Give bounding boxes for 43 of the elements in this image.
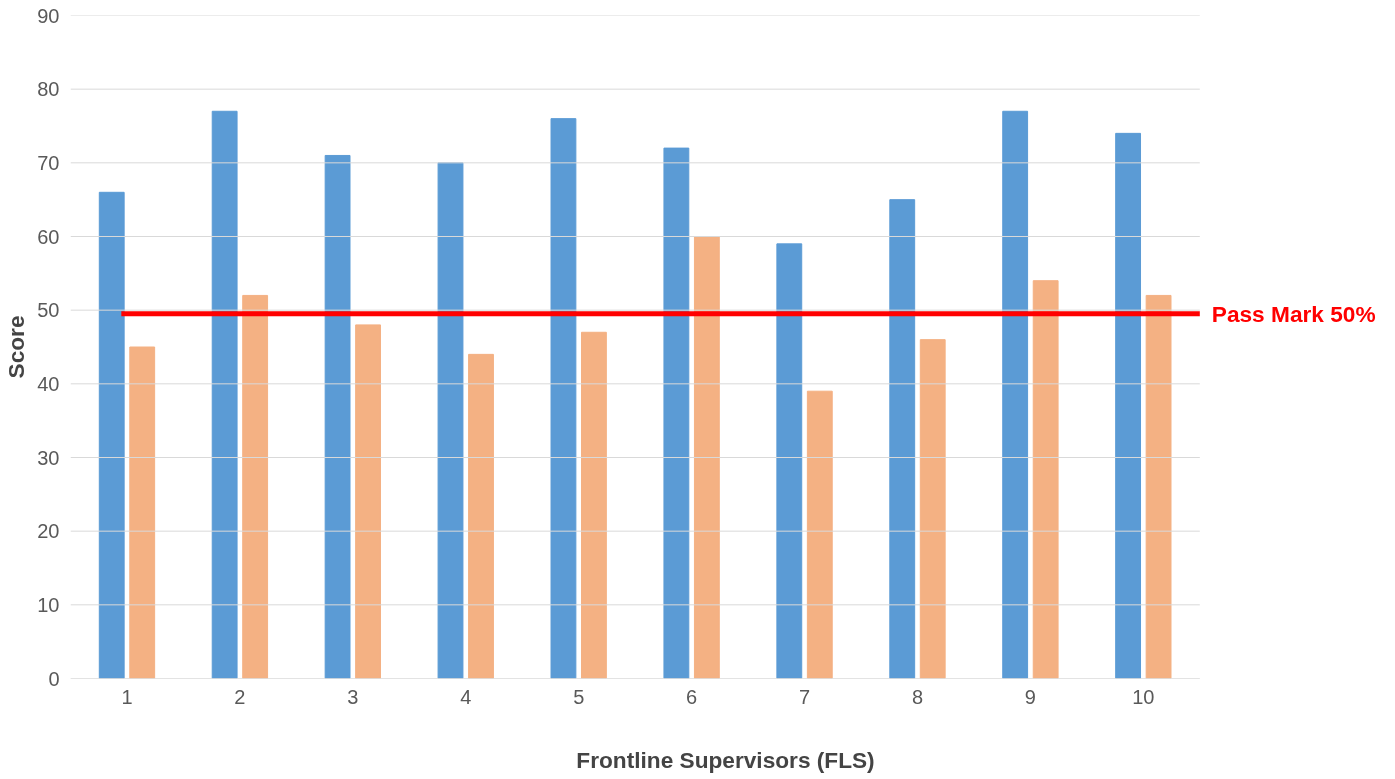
x-tick-label: 7 xyxy=(798,685,811,708)
bar xyxy=(211,110,238,679)
y-tick-label: 20 xyxy=(37,520,60,543)
bar xyxy=(242,294,269,679)
x-tick-label: 6 xyxy=(686,685,698,708)
bar xyxy=(919,339,946,679)
bar xyxy=(437,162,464,679)
bar xyxy=(129,346,156,679)
y-tick-label: 10 xyxy=(37,593,60,616)
bar xyxy=(468,353,494,679)
bar xyxy=(324,154,351,679)
y-tick-label: 90 xyxy=(37,4,60,27)
x-tick-label: 9 xyxy=(1024,685,1036,708)
bar xyxy=(1032,280,1059,679)
x-tick-label: 10 xyxy=(1132,685,1155,708)
x-tick-label: 3 xyxy=(347,685,359,708)
bar xyxy=(693,236,720,679)
x-tick-label: 5 xyxy=(573,685,585,708)
bar xyxy=(581,331,607,679)
bar xyxy=(98,191,125,679)
y-tick-label: 80 xyxy=(37,78,60,101)
bar xyxy=(889,199,916,679)
bar xyxy=(550,118,577,679)
y-tick-label: 50 xyxy=(37,299,60,322)
y-tick-label: 40 xyxy=(37,372,60,395)
x-axis-title: Frontline Supervisors (FLS) xyxy=(576,746,875,773)
x-tick-label: 1 xyxy=(121,685,133,708)
bar xyxy=(806,390,833,679)
y-tick-label: 30 xyxy=(37,446,60,469)
x-tick-label: 8 xyxy=(911,685,924,708)
x-tick-label: 2 xyxy=(234,685,246,708)
bar xyxy=(1145,294,1172,679)
bar xyxy=(1115,132,1142,679)
ref-line-label: Pass Mark 50% xyxy=(1211,300,1376,327)
y-tick-label: 70 xyxy=(37,151,60,174)
bar xyxy=(1002,110,1029,679)
y-axis-title: Score xyxy=(3,315,30,379)
bar xyxy=(355,324,381,679)
x-tick-label: 4 xyxy=(460,685,472,708)
bar xyxy=(663,147,690,679)
bar xyxy=(776,243,803,679)
y-tick-label: 0 xyxy=(48,667,60,690)
y-tick-label: 60 xyxy=(37,225,60,248)
